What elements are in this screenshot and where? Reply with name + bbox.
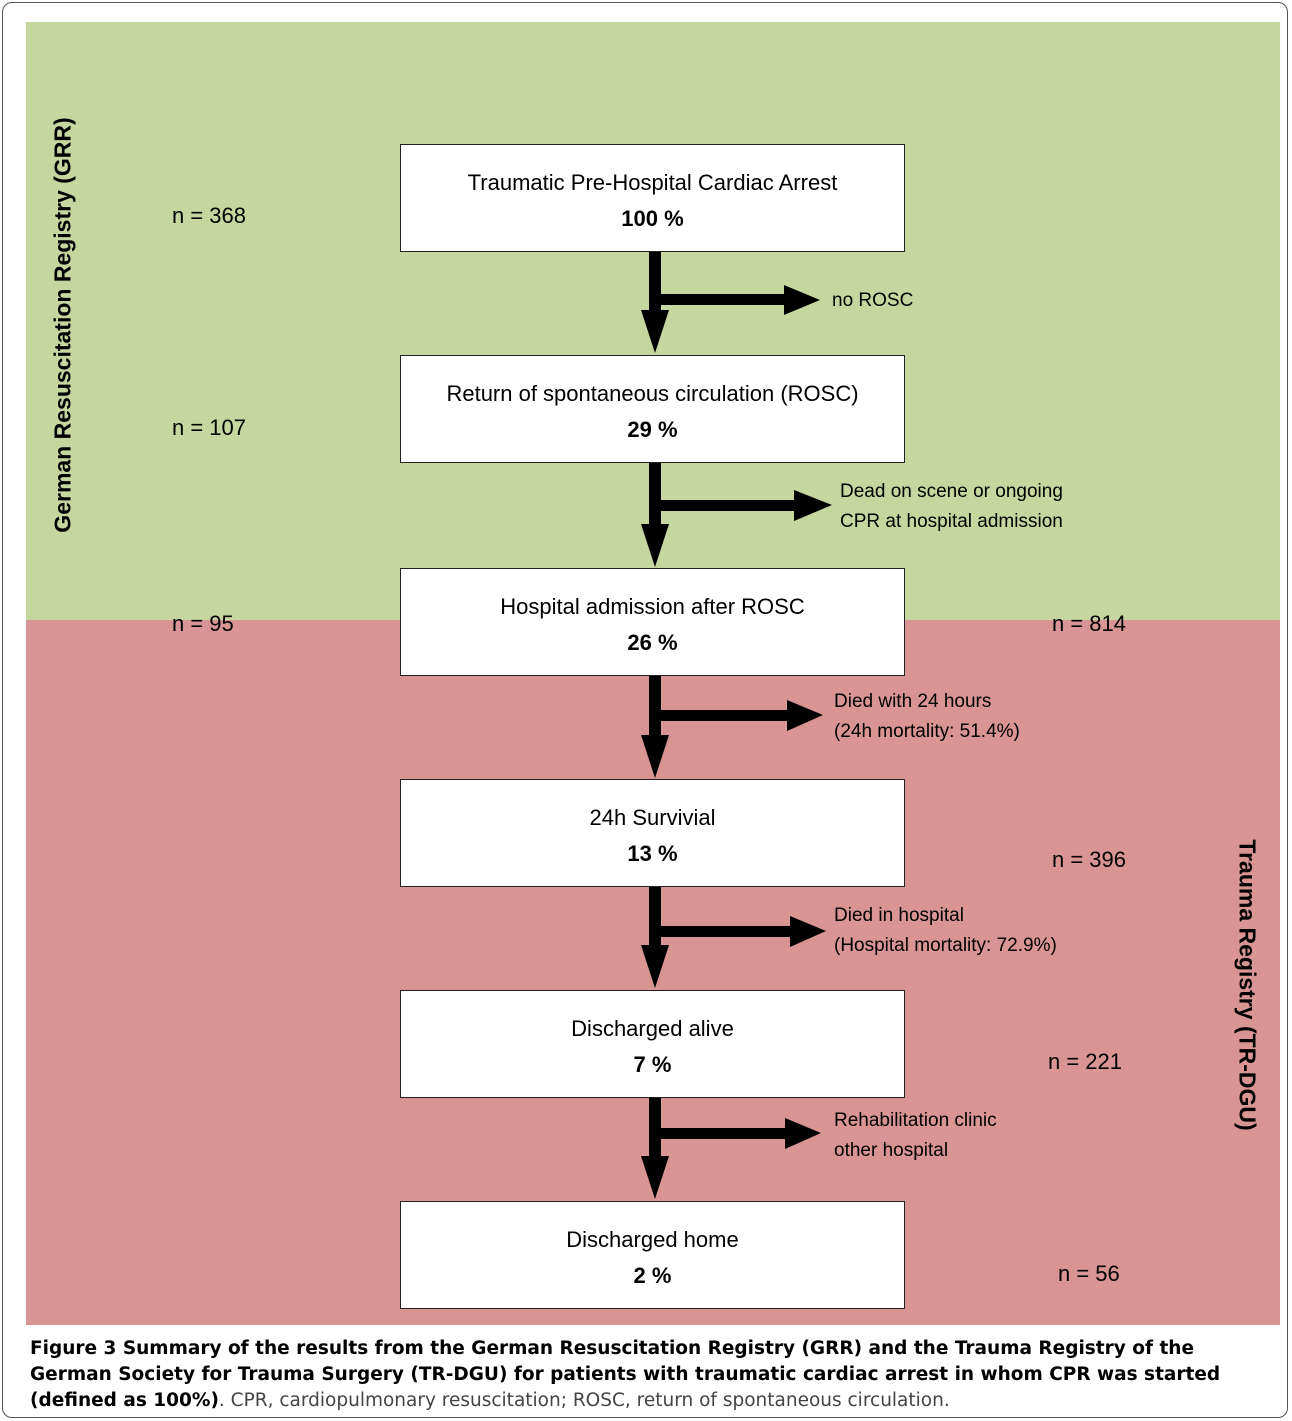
main-arrow-head [641,1156,669,1199]
exit-arrow-head [794,490,832,521]
step-box-24h-survival: 24h Survivial 13 % [400,779,905,887]
step-title: 24h Survivial [589,805,716,830]
step-box-rosc: Return of spontaneous circulation (ROSC)… [400,355,905,463]
exit-note-line: (Hospital mortality: 72.9%) [834,935,1057,956]
main-arrow-shaft [649,463,661,526]
count-24h-survival: n = 396 [1052,847,1127,872]
exit-arrow-head [790,916,826,947]
count-tr-dgu-admission: n = 814 [1052,611,1127,636]
count-rosc: n = 107 [172,415,247,440]
step-percent: 13 % [627,841,678,866]
arrow-group-2 [641,463,832,567]
exit-note-line: Died with 24 hours [834,691,992,712]
exit-arrow-shaft [661,710,791,721]
step-title: Return of spontaneous circulation (ROSC) [446,381,859,406]
exit-arrow-shaft [661,1128,789,1139]
exit-note-died-24h: Died with 24 hours (24h mortality: 51.4%… [834,687,1020,747]
exit-note-line: Dead on scene or ongoing [840,481,1063,502]
exit-arrow-head [787,700,823,731]
exit-note-line: Died in hospital [834,905,964,926]
count-discharged-home: n = 56 [1058,1261,1120,1286]
step-percent: 100 % [621,206,684,231]
count-discharged-alive: n = 221 [1048,1049,1123,1074]
main-arrow-head [641,310,669,353]
step-percent: 29 % [627,417,678,442]
step-percent: 2 % [633,1263,672,1288]
step-title: Discharged alive [571,1016,734,1041]
figure-caption: Figure 3 Summary of the results from the… [30,1336,1270,1414]
exit-note-line: Rehabilitation clinic [834,1110,997,1131]
count-cardiac-arrest: n = 368 [172,203,247,228]
step-title: Traumatic Pre-Hospital Cardiac Arrest [467,170,838,195]
step-title: Hospital admission after ROSC [500,594,805,619]
main-arrow-head [641,524,669,567]
count-hospital-admission: n = 95 [172,611,234,636]
step-box-discharged-home: Discharged home 2 % [400,1201,905,1309]
main-arrow-head [641,945,669,988]
exit-note-died-in-hospital: Died in hospital (Hospital mortality: 72… [834,901,1057,961]
caption-bold: Figure 3 Summary of the results from the… [30,1338,1221,1411]
main-arrow-shaft [649,252,661,312]
step-box-hospital-admission: Hospital admission after ROSC 26 % [400,568,905,676]
arrow-group-5 [641,1096,821,1199]
step-title: Discharged home [566,1227,739,1252]
exit-arrow-shaft [661,500,798,511]
step-box-cardiac-arrest: Traumatic Pre-Hospital Cardiac Arrest 10… [400,144,905,252]
exit-note-no-rosc: no ROSC [832,286,913,316]
exit-note-rehabilitation: Rehabilitation clinic other hospital [834,1106,997,1166]
exit-arrow-shaft [661,294,788,305]
main-arrow-shaft [649,885,661,947]
exit-note-dead-on-scene: Dead on scene or ongoing CPR at hospital… [840,477,1063,537]
caption-rest: . CPR, cardiopulmonary resuscitation; RO… [218,1390,950,1411]
arrow-group-3 [641,675,823,778]
step-box-discharged-alive: Discharged alive 7 % [400,990,905,1098]
exit-arrow-head [785,1118,821,1149]
exit-note-line: no ROSC [832,290,914,311]
exit-arrow-shaft [661,926,794,937]
exit-note-line: CPR at hospital admission [840,511,1063,532]
main-arrow-head [641,735,669,778]
exit-note-line: other hospital [834,1140,949,1161]
step-percent: 26 % [627,630,678,655]
exit-arrow-head [784,285,820,315]
step-percent: 7 % [633,1052,672,1077]
main-arrow-shaft [649,1096,661,1158]
arrow-group-4 [641,885,826,988]
exit-note-line: (24h mortality: 51.4%) [834,721,1020,742]
arrow-group-1 [641,252,820,353]
main-arrow-shaft [649,675,661,737]
